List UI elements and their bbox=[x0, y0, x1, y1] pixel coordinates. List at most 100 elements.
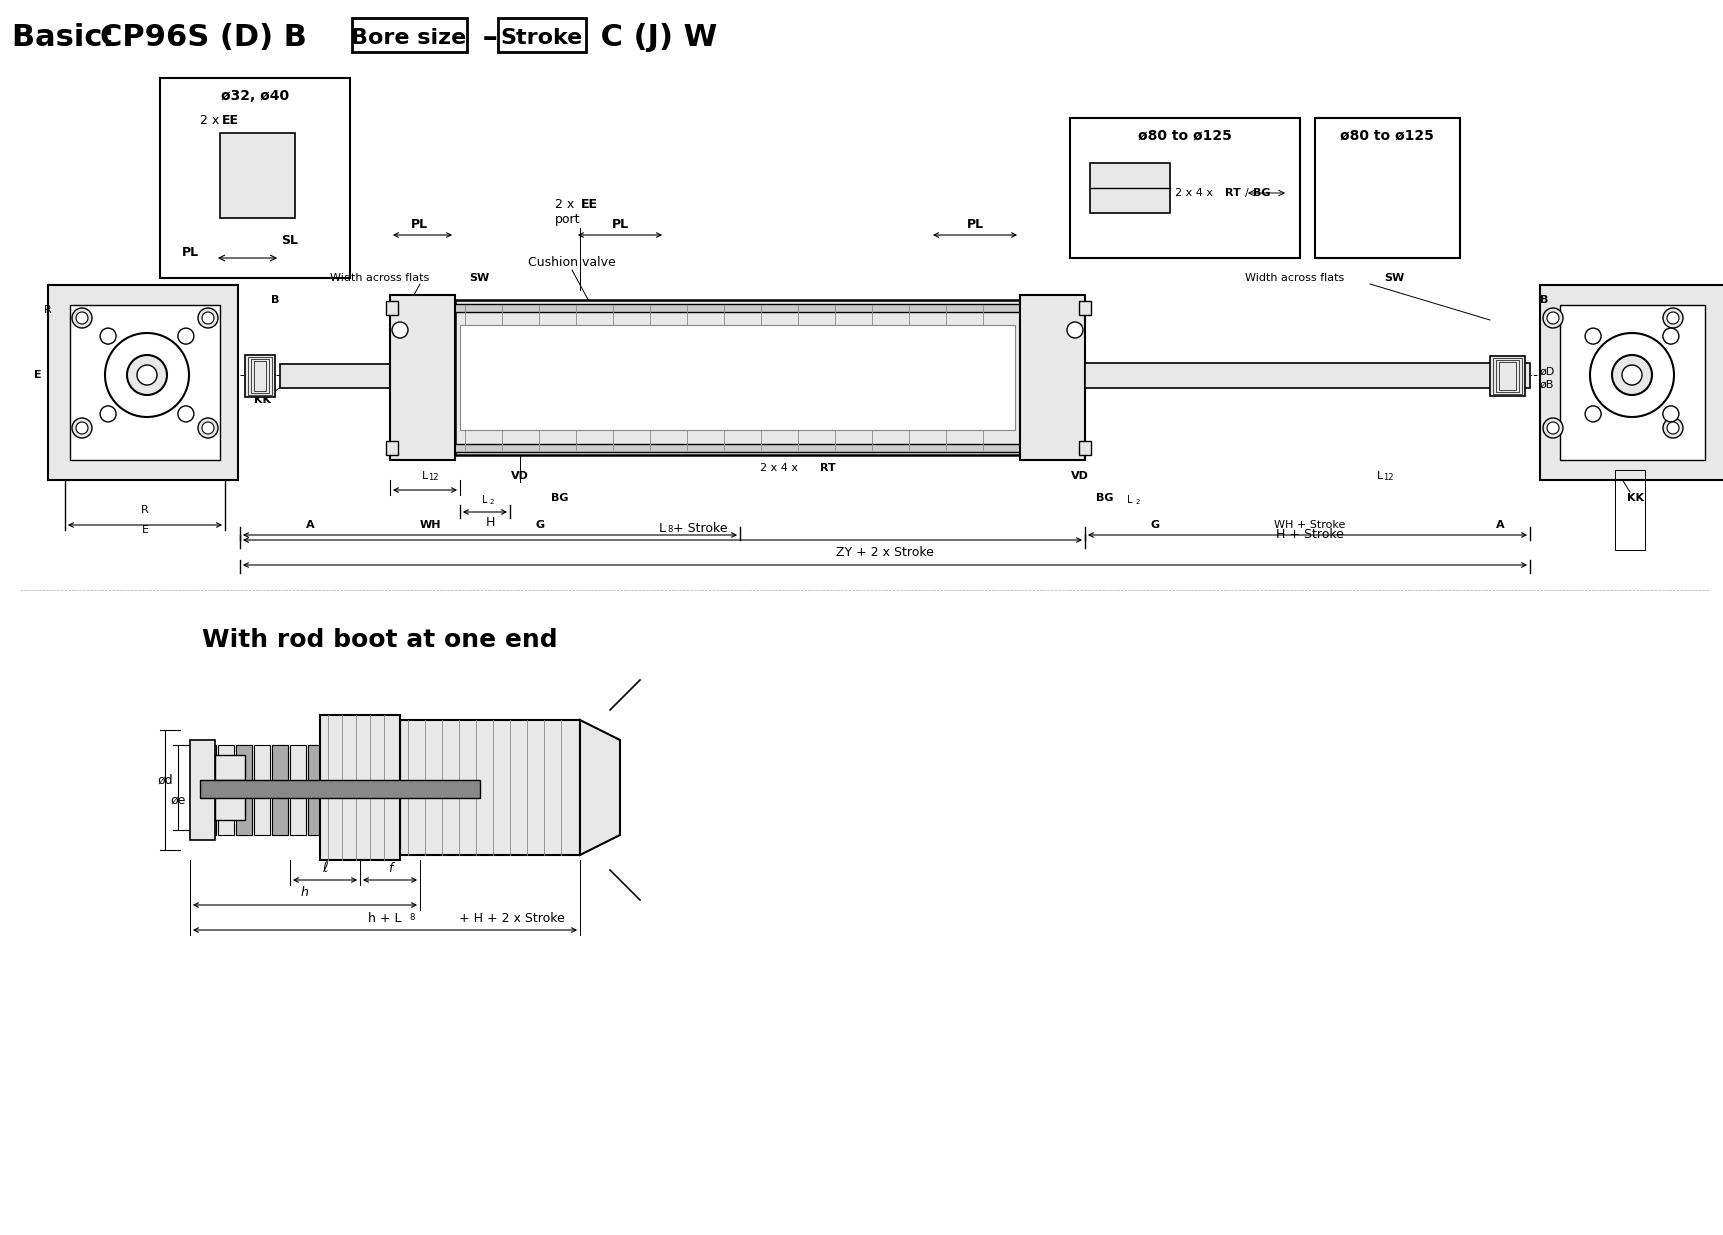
Text: 8: 8 bbox=[667, 526, 672, 535]
Text: 2 x: 2 x bbox=[200, 114, 222, 126]
Text: G: G bbox=[536, 520, 544, 530]
Text: WH + Stroke: WH + Stroke bbox=[1273, 520, 1346, 530]
Circle shape bbox=[1546, 312, 1558, 324]
Bar bbox=[279, 364, 400, 388]
Text: PL: PL bbox=[612, 219, 629, 231]
Bar bbox=[386, 301, 398, 315]
Text: SW: SW bbox=[469, 273, 489, 283]
Bar bbox=[289, 745, 305, 835]
Circle shape bbox=[202, 422, 214, 433]
Circle shape bbox=[1663, 406, 1678, 422]
Text: 8: 8 bbox=[408, 914, 415, 923]
Text: WB: WB bbox=[441, 330, 451, 351]
Text: A: A bbox=[305, 520, 314, 530]
Text: ℓ: ℓ bbox=[322, 861, 327, 876]
Circle shape bbox=[128, 354, 167, 395]
Text: R: R bbox=[141, 505, 148, 515]
Circle shape bbox=[1542, 308, 1563, 329]
Text: C (J) W: C (J) W bbox=[589, 23, 717, 53]
Text: 2: 2 bbox=[489, 499, 495, 505]
Bar bbox=[217, 745, 234, 835]
Text: –: – bbox=[472, 23, 508, 53]
Text: L: L bbox=[1377, 471, 1382, 480]
Circle shape bbox=[248, 165, 267, 186]
Circle shape bbox=[391, 322, 408, 338]
Bar bbox=[215, 795, 245, 820]
Bar bbox=[245, 354, 276, 396]
Text: + Stroke: + Stroke bbox=[672, 521, 727, 535]
Text: SW: SW bbox=[1384, 273, 1404, 283]
Text: With rod boot at one end: With rod boot at one end bbox=[202, 629, 558, 652]
Text: RT: RT bbox=[820, 463, 836, 473]
Text: + H + 2 x Stroke: + H + 2 x Stroke bbox=[455, 911, 565, 925]
Bar bbox=[160, 78, 350, 278]
Text: SL: SL bbox=[281, 233, 298, 247]
Text: 2 x 4 x: 2 x 4 x bbox=[760, 463, 801, 473]
Text: H: H bbox=[486, 516, 495, 530]
Text: Bore size: Bore size bbox=[351, 28, 467, 48]
Bar bbox=[498, 19, 586, 52]
Text: WA: WA bbox=[1056, 330, 1067, 351]
Text: ø32, ø40: ø32, ø40 bbox=[221, 89, 289, 103]
Text: L: L bbox=[658, 521, 665, 535]
Text: PL: PL bbox=[181, 247, 198, 259]
Bar bbox=[253, 745, 271, 835]
Text: ZY + 2 x Stroke: ZY + 2 x Stroke bbox=[836, 547, 934, 559]
Bar bbox=[1489, 356, 1525, 396]
Bar bbox=[71, 305, 221, 459]
Text: øD: øD bbox=[1539, 367, 1554, 377]
Text: WA: WA bbox=[431, 330, 441, 351]
Circle shape bbox=[1377, 198, 1396, 219]
Text: Basic:: Basic: bbox=[12, 23, 126, 53]
Bar bbox=[1492, 358, 1521, 394]
Circle shape bbox=[1351, 173, 1421, 243]
Circle shape bbox=[72, 308, 91, 329]
Circle shape bbox=[1337, 158, 1437, 258]
Bar bbox=[351, 19, 467, 52]
Text: øD: øD bbox=[252, 367, 267, 377]
Text: port: port bbox=[555, 214, 581, 226]
Text: ø80 to ø125: ø80 to ø125 bbox=[1137, 128, 1232, 143]
Text: WB: WB bbox=[1044, 330, 1054, 351]
Text: L: L bbox=[422, 471, 427, 480]
Circle shape bbox=[1542, 417, 1563, 438]
Text: G: G bbox=[1149, 520, 1160, 530]
Bar bbox=[1497, 362, 1515, 390]
Circle shape bbox=[100, 329, 115, 345]
Text: Stroke: Stroke bbox=[501, 28, 582, 48]
Text: B: B bbox=[1539, 295, 1547, 305]
Circle shape bbox=[236, 154, 279, 198]
Text: RT: RT bbox=[1225, 188, 1241, 198]
Polygon shape bbox=[579, 720, 620, 855]
Text: f: f bbox=[388, 862, 391, 874]
Bar bbox=[1089, 163, 1170, 212]
Bar bbox=[1070, 119, 1299, 258]
Bar bbox=[1079, 301, 1091, 315]
Text: VD: VD bbox=[510, 471, 529, 480]
Text: Width across flats: Width across flats bbox=[329, 273, 432, 283]
Text: H + Stroke: H + Stroke bbox=[1275, 529, 1344, 541]
Text: E: E bbox=[34, 370, 41, 380]
Text: 9: 9 bbox=[1049, 452, 1054, 462]
Text: CP96S (D) B: CP96S (D) B bbox=[100, 23, 317, 53]
Circle shape bbox=[1583, 406, 1601, 422]
Circle shape bbox=[1663, 329, 1678, 345]
Text: L: L bbox=[1127, 495, 1132, 505]
Text: BG: BG bbox=[1096, 493, 1113, 503]
Circle shape bbox=[198, 417, 217, 438]
Text: VD: VD bbox=[1070, 471, 1089, 480]
Circle shape bbox=[1621, 366, 1640, 385]
Text: 12: 12 bbox=[427, 473, 438, 483]
Text: A: A bbox=[1496, 520, 1504, 530]
Bar bbox=[460, 325, 1015, 430]
Circle shape bbox=[177, 406, 193, 422]
Bar bbox=[200, 781, 479, 798]
Circle shape bbox=[177, 329, 193, 345]
Bar bbox=[236, 745, 252, 835]
Text: L: L bbox=[482, 495, 488, 505]
Circle shape bbox=[1666, 312, 1678, 324]
Text: øe: øe bbox=[171, 794, 186, 806]
Circle shape bbox=[1663, 308, 1682, 329]
Circle shape bbox=[1666, 422, 1678, 433]
Circle shape bbox=[105, 333, 190, 417]
